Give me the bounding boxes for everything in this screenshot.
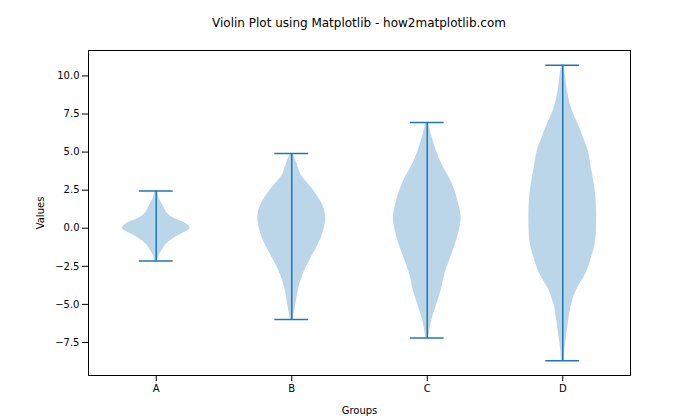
svg-text:B: B — [288, 383, 295, 394]
svg-text:0.0: 0.0 — [64, 222, 80, 233]
svg-text:−2.5: −2.5 — [55, 261, 79, 272]
svg-text:−5.0: −5.0 — [55, 299, 79, 310]
svg-text:10.0: 10.0 — [57, 70, 79, 81]
svg-text:D: D — [559, 383, 567, 394]
svg-text:C: C — [424, 383, 431, 394]
svg-text:A: A — [153, 383, 160, 394]
svg-text:Groups: Groups — [342, 405, 378, 416]
svg-text:Values: Values — [35, 197, 46, 230]
svg-text:7.5: 7.5 — [64, 108, 80, 119]
svg-text:5.0: 5.0 — [64, 146, 80, 157]
svg-text:−7.5: −7.5 — [55, 337, 79, 348]
svg-text:2.5: 2.5 — [64, 184, 80, 195]
html-text:Violin Plot using Matplotlib -: Violin Plot using Matplotlib - how2matpl… — [212, 16, 506, 30]
